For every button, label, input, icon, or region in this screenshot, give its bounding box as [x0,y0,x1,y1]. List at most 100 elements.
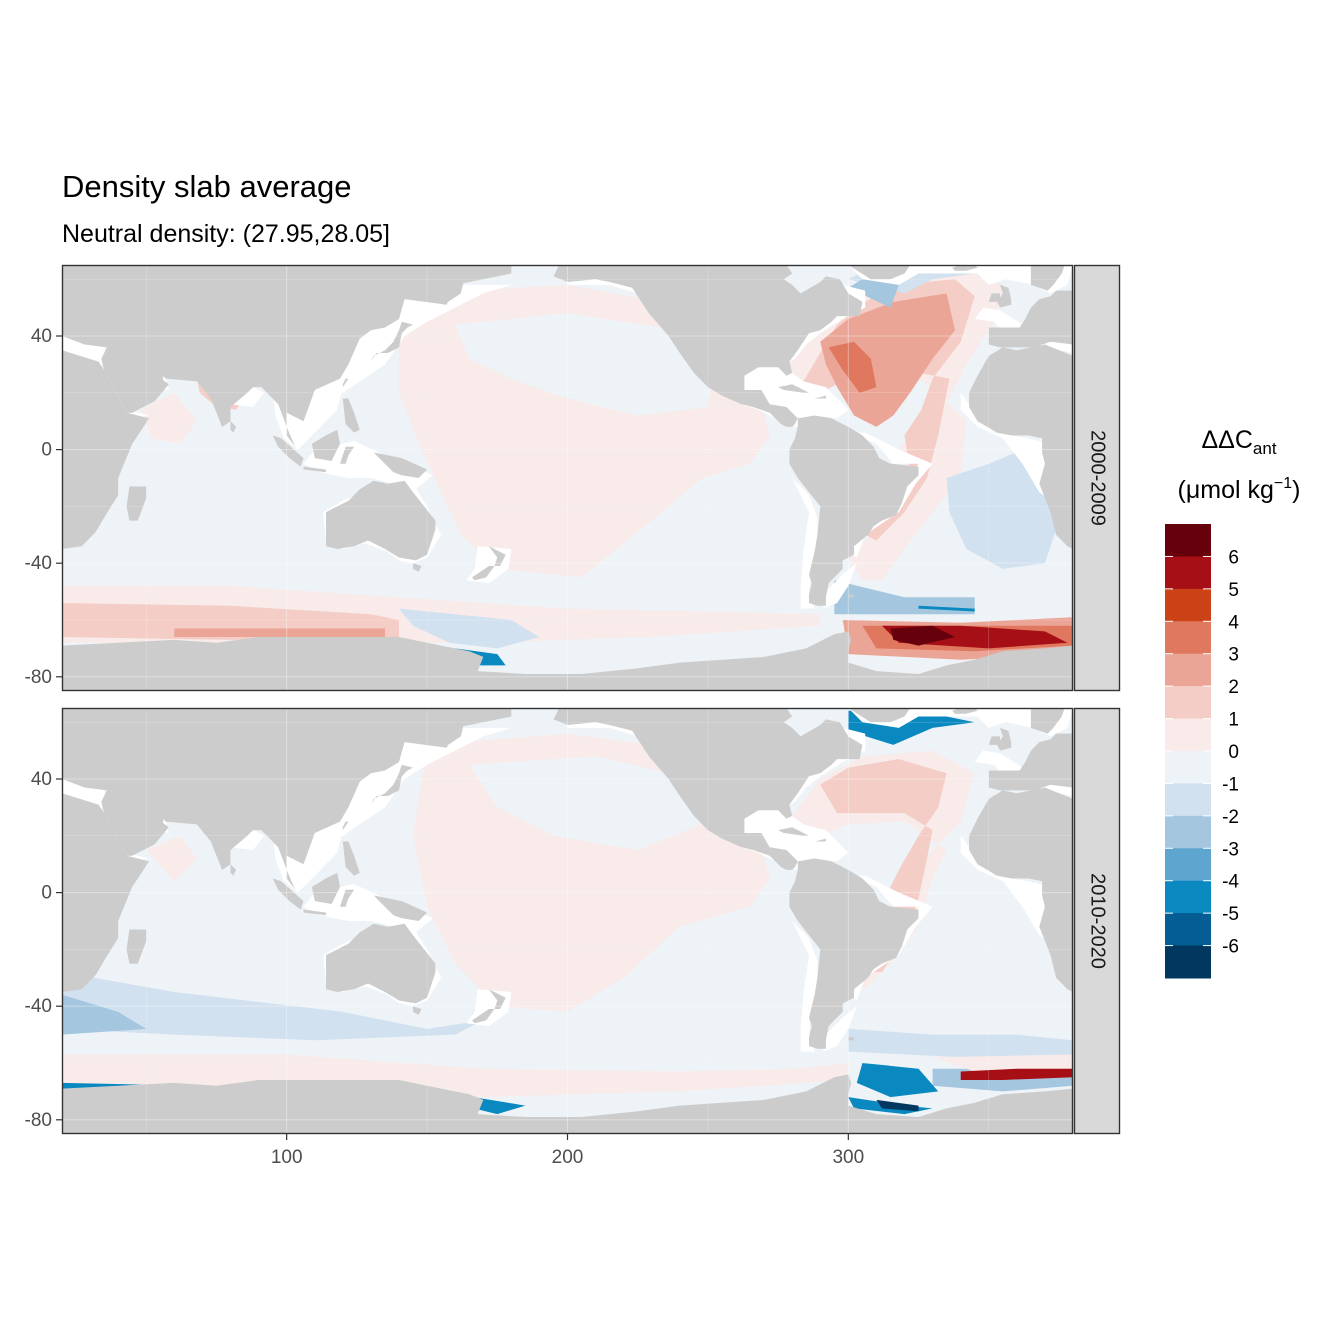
land-borneo [311,429,340,461]
legend-units-suffix: ) [1292,476,1300,504]
land-newZealandS [472,566,495,581]
land-cuba [778,384,809,393]
anomaly-region-12 [820,293,955,427]
land-philippines [342,841,360,876]
legend-label: -6 [1222,937,1239,958]
anomaly-region-8 [399,608,540,649]
legend-title-main: ΔΔC [1201,426,1252,454]
land-newGuinea [373,452,428,478]
land-falklands [848,1037,854,1041]
x-tick-label: 300 [832,1147,864,1168]
legend-swatch [1165,686,1211,720]
legend-swatch [1165,718,1211,752]
facet-panels: 2000-2009 40 0 -40 -80 2010-2020 40 0 -40 -80 [25,264,1121,1135]
panel-border [61,707,1074,1135]
legend-title-sub: ant [1253,439,1277,458]
land-africaEast [62,350,150,549]
land-ireland [988,293,1000,302]
y-tick-label: 40 [31,326,52,347]
legend-swatch [1165,653,1211,687]
y-tick-label: 0 [41,440,52,461]
x-tick-label: 200 [552,1147,584,1168]
land-southAmerica [789,415,919,606]
legend-label: 5 [1228,580,1239,601]
land-newZealandS [472,1009,495,1024]
legend-swatch [1165,880,1211,914]
legend-label: 2 [1228,677,1239,698]
x-axis: 100 200 300 [271,1134,864,1168]
facet-label: 2000-2009 [1087,430,1109,526]
anomaly-region-14 [856,1063,939,1098]
y-tick-label: -80 [25,1110,52,1131]
no-data-area-16 [960,392,1059,507]
no-data-area-7 [303,884,433,933]
facet-label: 2010-2020 [1087,873,1109,969]
legend-title: ΔΔCant [1201,426,1276,458]
facet-panel-1 [61,264,1074,692]
land-japan [370,764,413,805]
anomaly-region-10 [848,1028,1073,1058]
land-kamchatka [443,282,464,305]
anomaly-region-9 [820,759,947,973]
land-newZealandN [488,989,506,1009]
x-tick-label: 100 [271,1147,303,1168]
anomaly-region-17 [834,580,975,615]
anomaly-region-3 [146,835,197,882]
land-newGuinea [373,895,428,921]
no-data-area-16 [960,835,1059,950]
land-java [303,909,326,916]
land-scandinavia [1030,708,1065,734]
land-africaWest [969,787,1073,992]
y-tick-label: 0 [41,883,52,904]
land-india [202,378,253,427]
land-taiwan [342,821,349,831]
map-layers [62,265,1073,691]
legend-label: 0 [1228,742,1239,763]
land-falklands [848,594,854,598]
land-eurasia [62,708,512,890]
legend-swatch [1165,783,1211,817]
land-philippines [342,398,360,433]
land-tasmania [413,563,422,572]
land-sulawesi [340,446,355,464]
no-data-area-18 [780,455,818,609]
chart-subtitle: Neutral density: (27.95,28.05] [62,220,390,248]
anomaly-region-4 [140,392,197,444]
land-europeNW [988,290,1073,348]
anomaly-region-4 [62,972,484,1041]
land-hispaniola [814,838,826,842]
no-data-area-18 [780,898,818,1052]
legend-swatch [1165,524,1211,557]
land-greenland [848,708,911,723]
y-tick-label: -40 [25,996,52,1017]
no-data-area-19 [823,563,857,609]
legend-swatch [1165,588,1211,622]
facet-strip-2: 2010-2020 [1073,707,1121,1135]
anomaly-region-12 [932,1054,1073,1072]
land-tasmania [413,1006,422,1015]
anomaly-region-13 [828,341,877,393]
legend-swatch [1165,913,1211,947]
land-eurasia [62,265,512,447]
legend-label: -5 [1222,904,1239,925]
y-tick-label: -80 [25,667,52,688]
land-cuba [778,827,809,836]
legend-swatch [1165,621,1211,655]
anomaly-region-2 [455,313,714,416]
anomaly-region-13 [960,1068,1073,1080]
land-greenland [848,265,911,280]
legend-swatch [1165,848,1211,882]
land-madagascar [126,929,147,964]
no-data-area-7 [303,441,433,490]
anomaly-region-5 [62,994,147,1035]
legend-label: 3 [1228,645,1239,666]
land-borneo [311,872,340,904]
legend-units-sup: −1 [1274,475,1292,492]
land-sumatra [272,435,304,467]
land-europeNW [988,733,1073,791]
land-scandinavia [1030,265,1065,291]
anomaly-region-21 [890,625,955,646]
legend: ΔΔCant (μmol kg−1) 6 5 4 3 2 1 0 -1 -2 -3 -4 -5 -6 [1165,426,1300,979]
legend-swatch [1165,815,1211,849]
